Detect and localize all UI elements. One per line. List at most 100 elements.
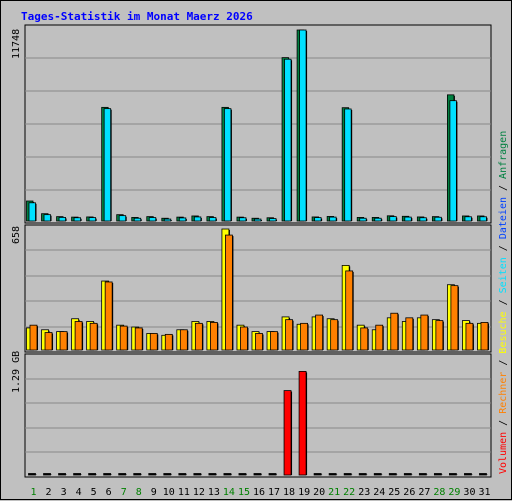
day-label: 9 <box>151 487 157 498</box>
day-label: 22 <box>343 487 355 498</box>
dateien-bar <box>314 217 322 222</box>
legend-seiten: Seiten <box>498 257 509 294</box>
dateien-bar <box>374 217 382 222</box>
volumen-bar <box>208 473 217 476</box>
day-label: 25 <box>388 487 400 498</box>
legend-separator: / <box>498 239 509 258</box>
day-label: 7 <box>121 487 127 498</box>
dateien-bar <box>389 216 397 222</box>
day-label: 23 <box>358 487 370 498</box>
rechner-bar <box>149 333 158 351</box>
dateien-bar <box>73 217 81 222</box>
rechner-bar <box>465 322 474 351</box>
day-label: 17 <box>268 487 280 498</box>
day-label: 3 <box>61 487 67 498</box>
legend-anfragen: Anfragen <box>498 130 509 179</box>
volumen-bar <box>223 473 232 476</box>
day-label: 27 <box>418 487 430 498</box>
legend-items: Volumen / Rechner / Besuche / Seiten / D… <box>497 131 511 474</box>
dateien-bar <box>224 108 232 222</box>
dateien-bar <box>178 217 187 222</box>
volumen-bar <box>178 473 187 476</box>
dateien-bar <box>329 216 337 222</box>
dateien-bar <box>419 217 427 222</box>
dateien-bar <box>359 217 367 222</box>
day-label: 28 <box>433 487 445 498</box>
dateien-bar <box>88 217 97 222</box>
day-label: 24 <box>373 487 385 498</box>
rechner-bar <box>435 320 444 351</box>
volumen-bar <box>58 473 66 476</box>
volumen-bar <box>163 473 172 476</box>
chart-title: Tages-Statistik im Monat Maerz 2026 <box>21 10 253 23</box>
volumen-bar <box>133 473 142 476</box>
dateien-bar <box>449 100 457 222</box>
day-label: 1 <box>31 487 37 498</box>
legend-volumen: Volumen <box>498 431 509 474</box>
rechner-bar <box>74 321 83 351</box>
volumen-bar <box>449 473 457 476</box>
dateien-bar <box>404 216 412 222</box>
day-label: 29 <box>448 487 460 498</box>
volumen-bar <box>73 473 81 476</box>
volumen-bar <box>479 473 487 476</box>
volumen-bar <box>88 473 97 476</box>
day-label: 2 <box>46 487 52 498</box>
legend: Volumen / Rechner / Besuche / Seiten / D… <box>495 131 511 476</box>
legend-separator: / <box>498 178 509 197</box>
rechner-bar <box>44 332 53 351</box>
volumen-bar <box>433 473 442 476</box>
dateien-bar <box>344 108 352 222</box>
rechner-bar <box>29 324 38 351</box>
day-label: 31 <box>478 487 490 498</box>
rechner-bar <box>134 327 143 351</box>
dateien-bar <box>103 108 112 222</box>
dateien-bar <box>254 218 262 222</box>
rechner-bar <box>104 281 113 351</box>
rechner-bar <box>360 327 369 351</box>
day-label: 18 <box>283 487 295 498</box>
day-label: 19 <box>298 487 310 498</box>
rechner-bar <box>345 270 354 351</box>
rechner-bar <box>375 324 384 351</box>
legend-separator: / <box>498 353 509 372</box>
dateien-bar <box>464 216 472 222</box>
day-label: 8 <box>136 487 142 498</box>
day-label: 15 <box>238 487 250 498</box>
legend-dateien: Dateien <box>498 197 509 240</box>
dateien-bar <box>434 216 442 222</box>
volumen-bar <box>193 473 202 476</box>
volumen-bar <box>148 473 157 476</box>
dateien-bar <box>133 217 142 222</box>
volumen-bar <box>28 473 36 476</box>
volumen-bar <box>298 370 307 476</box>
rechner-bar <box>255 333 263 351</box>
volumen-bar <box>358 473 367 476</box>
day-label: 21 <box>328 487 340 498</box>
volumen-bar <box>268 473 277 476</box>
volumen-bar <box>418 473 427 476</box>
dateien-bar <box>269 218 277 222</box>
day-label: 26 <box>403 487 415 498</box>
day-label: 6 <box>106 487 112 498</box>
dateien-bar <box>299 29 307 222</box>
volumen-bar <box>343 473 352 476</box>
legend-rechner: Rechner <box>498 371 509 414</box>
panel-3-ymax-label: 1.29 GB <box>11 351 22 393</box>
rechner-bar <box>194 322 203 351</box>
dateien-bar <box>479 216 487 222</box>
dateien-bar <box>239 217 247 222</box>
rechner-bar <box>89 322 98 351</box>
rechner-bar <box>420 314 429 351</box>
panel-3-background <box>24 353 492 478</box>
day-label: 11 <box>178 487 190 498</box>
rechner-bar <box>164 333 173 351</box>
dateien-bar <box>163 218 172 222</box>
rechner-bar <box>450 285 459 351</box>
day-label: 20 <box>313 487 325 498</box>
rechner-bar <box>240 326 248 351</box>
rechner-bar <box>59 331 68 351</box>
volumen-bar <box>464 473 472 476</box>
volumen-bar <box>43 473 51 476</box>
